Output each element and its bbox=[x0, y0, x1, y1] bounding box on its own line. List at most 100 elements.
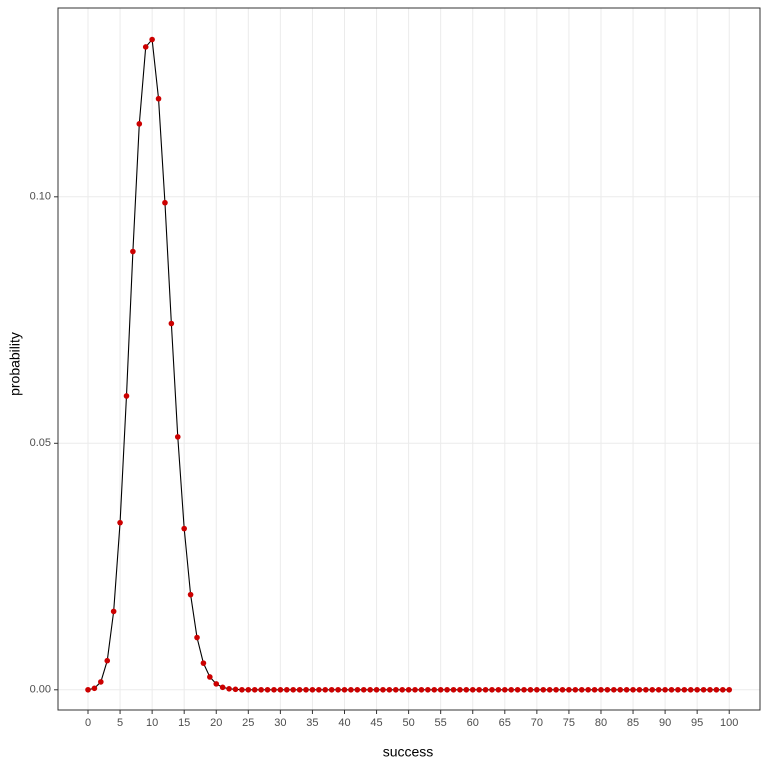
x-tick-label: 0 bbox=[85, 717, 91, 729]
point bbox=[373, 686, 380, 693]
point bbox=[283, 686, 290, 693]
point bbox=[328, 686, 335, 693]
point bbox=[546, 686, 553, 693]
y-axis-title: probability bbox=[7, 332, 23, 396]
point bbox=[226, 686, 232, 692]
point bbox=[675, 686, 681, 693]
point bbox=[630, 686, 636, 693]
x-axis-title: success bbox=[383, 744, 434, 760]
y-tick-label: 0.10 bbox=[30, 191, 51, 203]
point bbox=[559, 686, 566, 693]
point bbox=[213, 681, 220, 687]
point bbox=[726, 686, 733, 693]
x-tick-label: 10 bbox=[146, 717, 158, 729]
point bbox=[444, 686, 450, 693]
point bbox=[136, 121, 143, 127]
point bbox=[168, 320, 175, 327]
point bbox=[296, 686, 303, 693]
point bbox=[149, 36, 155, 43]
point bbox=[98, 679, 104, 685]
point bbox=[482, 686, 489, 693]
point bbox=[700, 686, 707, 693]
x-tick-label: 45 bbox=[370, 717, 382, 729]
point bbox=[527, 686, 534, 693]
point bbox=[713, 686, 720, 693]
point bbox=[425, 686, 431, 693]
point bbox=[585, 686, 591, 693]
point bbox=[200, 660, 207, 666]
point bbox=[514, 686, 521, 693]
point bbox=[110, 608, 117, 615]
point bbox=[187, 591, 194, 598]
point bbox=[553, 686, 559, 693]
point bbox=[219, 684, 226, 691]
point bbox=[85, 686, 91, 693]
point bbox=[437, 686, 444, 693]
point bbox=[303, 686, 309, 693]
point bbox=[566, 686, 572, 693]
y-tick-label: 0.05 bbox=[30, 437, 51, 449]
point bbox=[418, 686, 425, 693]
point bbox=[386, 686, 393, 693]
point bbox=[251, 686, 258, 693]
x-tick-label: 40 bbox=[338, 717, 350, 729]
point bbox=[232, 686, 239, 693]
point bbox=[245, 686, 252, 693]
point bbox=[316, 686, 322, 693]
panel-border bbox=[57, 7, 761, 711]
point bbox=[611, 686, 617, 693]
point bbox=[194, 634, 200, 641]
point bbox=[91, 685, 98, 692]
point bbox=[469, 686, 476, 693]
point bbox=[668, 686, 675, 693]
point bbox=[655, 686, 662, 693]
point bbox=[367, 686, 373, 693]
point bbox=[130, 248, 136, 255]
x-tick-label: 30 bbox=[274, 717, 286, 729]
point bbox=[322, 686, 329, 693]
x-tick-label: 25 bbox=[242, 717, 254, 729]
point bbox=[380, 686, 386, 693]
point bbox=[104, 657, 111, 664]
point bbox=[348, 686, 354, 693]
point bbox=[687, 686, 694, 693]
point bbox=[431, 686, 438, 693]
point bbox=[540, 686, 547, 693]
x-tick-label: 75 bbox=[563, 717, 575, 729]
point bbox=[463, 686, 470, 693]
x-tick-label: 65 bbox=[499, 717, 511, 729]
point bbox=[495, 686, 502, 693]
point bbox=[142, 44, 149, 50]
point bbox=[155, 95, 162, 102]
x-tick-label: 35 bbox=[306, 717, 318, 729]
point bbox=[277, 686, 284, 693]
point bbox=[578, 686, 585, 693]
point bbox=[258, 686, 264, 693]
point bbox=[117, 519, 123, 526]
point bbox=[707, 686, 713, 693]
x-tick-label: 95 bbox=[691, 717, 703, 729]
point bbox=[181, 525, 187, 532]
point bbox=[598, 686, 604, 693]
point bbox=[534, 686, 540, 693]
point bbox=[162, 199, 168, 206]
point bbox=[207, 674, 213, 680]
point bbox=[643, 686, 649, 693]
point bbox=[720, 686, 726, 693]
point bbox=[617, 686, 624, 693]
point bbox=[174, 434, 181, 440]
point bbox=[636, 686, 643, 693]
point bbox=[572, 686, 579, 693]
point bbox=[508, 686, 515, 693]
point bbox=[662, 686, 668, 693]
point bbox=[392, 686, 399, 693]
x-tick-label: 5 bbox=[117, 717, 123, 729]
point bbox=[489, 686, 495, 693]
point bbox=[123, 393, 130, 399]
point bbox=[521, 686, 527, 693]
point bbox=[309, 686, 316, 693]
point bbox=[399, 686, 406, 693]
y-tick-label: 0.00 bbox=[30, 684, 51, 696]
